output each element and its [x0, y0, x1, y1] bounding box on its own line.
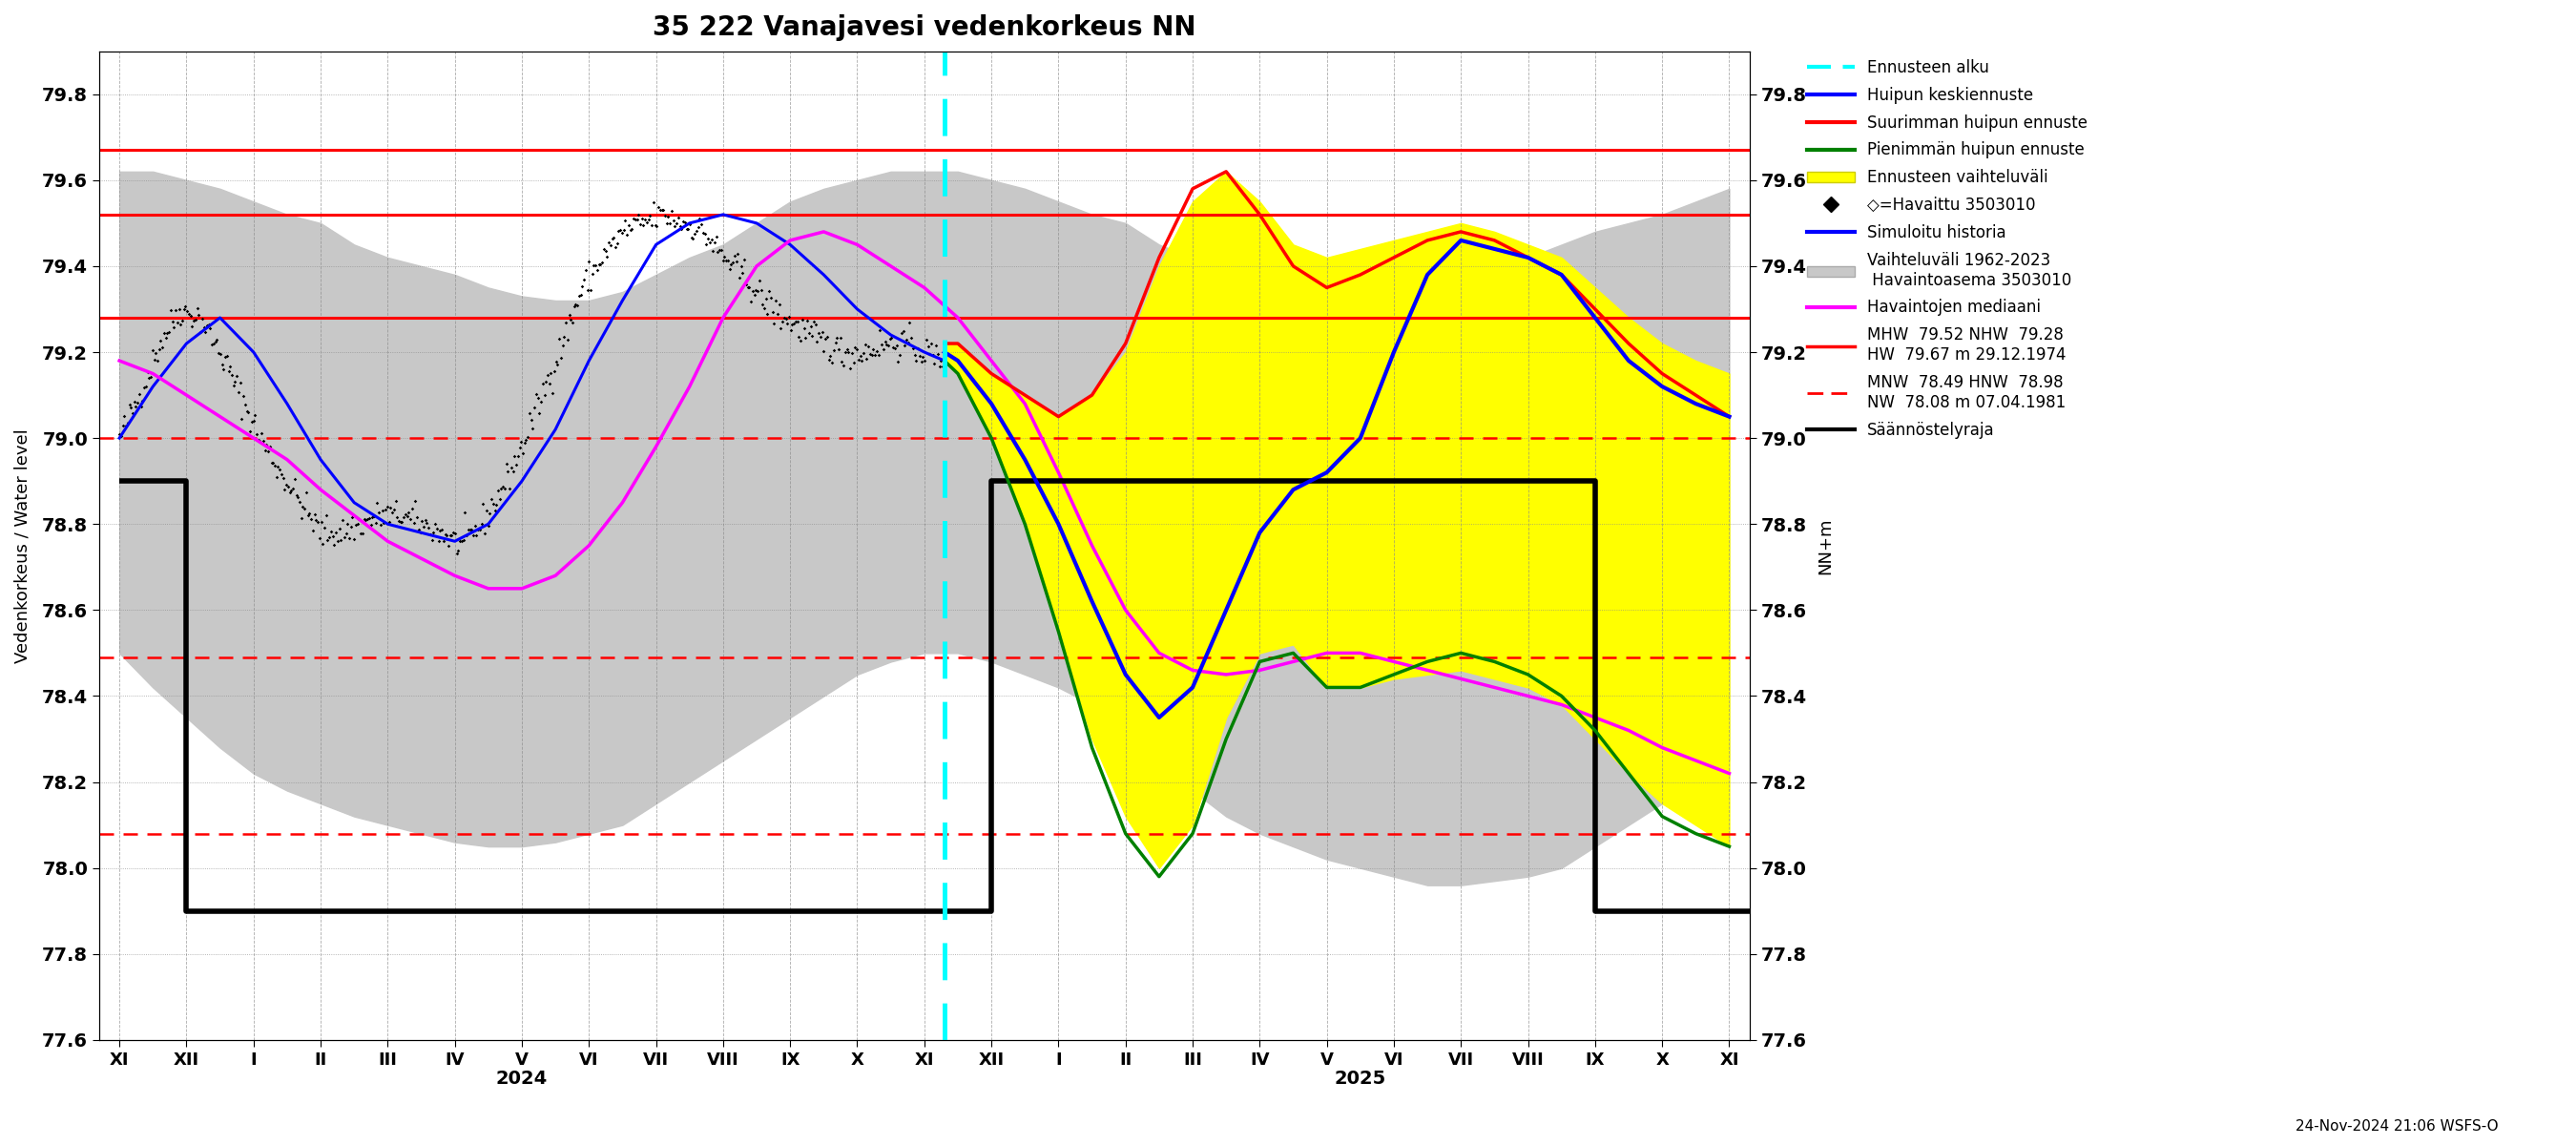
Text: 2025: 2025: [1334, 1071, 1386, 1088]
Text: 24-Nov-2024 21:06 WSFS-O: 24-Nov-2024 21:06 WSFS-O: [2295, 1120, 2499, 1134]
Y-axis label: NN+m: NN+m: [1816, 518, 1834, 574]
Legend: Ennusteen alku, Huipun keskiennuste, Suurimman huipun ennuste, Pienimmän huipun : Ennusteen alku, Huipun keskiennuste, Suu…: [1806, 60, 2087, 439]
Text: 2024: 2024: [497, 1071, 549, 1088]
Title: 35 222 Vanajavesi vedenkorkeus NN: 35 222 Vanajavesi vedenkorkeus NN: [652, 14, 1195, 41]
Y-axis label: Vedenkorkeus / Water level: Vedenkorkeus / Water level: [15, 428, 31, 663]
